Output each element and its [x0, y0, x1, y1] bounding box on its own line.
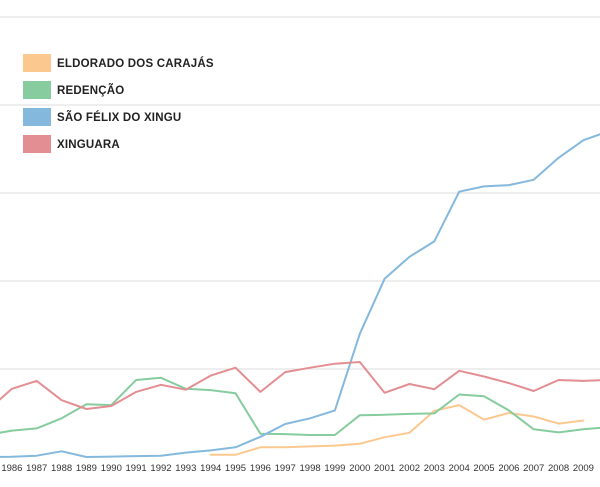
legend-item: SÃO FÉLIX DO XINGU [23, 108, 181, 126]
legend-swatch [23, 81, 51, 99]
x-tick-label: 2003 [424, 463, 445, 474]
legend-item: REDENÇÃO [23, 81, 124, 99]
x-tick-label: 2004 [449, 463, 470, 474]
legend: ELDORADO DOS CARAJÁS REDENÇÃO SÃO FÉLIX DO… [23, 54, 214, 153]
x-axis-ticks: 1986 1987 1988 1989 1990 1991 1992 1993 1994 1995… [1, 463, 594, 474]
x-tick-label: 1986 [1, 463, 22, 474]
x-tick-label: 1995 [225, 463, 246, 474]
x-tick-label: 2005 [473, 463, 494, 474]
x-tick-label: 1990 [101, 463, 122, 474]
legend-label: REDENÇÃO [57, 84, 124, 97]
x-tick-label: 1987 [26, 463, 47, 474]
x-tick-label: 2001 [374, 463, 395, 474]
x-tick-label: 2008 [548, 463, 569, 474]
x-tick-label: 1992 [150, 463, 171, 474]
legend-swatch [23, 108, 51, 126]
x-tick-label: 2006 [498, 463, 519, 474]
gridlines [0, 16, 600, 370]
x-tick-label: 1991 [126, 463, 147, 474]
x-tick-label: 1994 [200, 463, 221, 474]
x-tick-label: 1998 [300, 463, 321, 474]
series-line-2 [0, 133, 600, 458]
legend-label: SÃO FÉLIX DO XINGU [57, 111, 181, 124]
legend-swatch [23, 54, 51, 72]
legend-item: XINGUARA [23, 135, 120, 153]
x-tick-label: 1997 [275, 463, 296, 474]
x-tick-label: 1988 [51, 463, 72, 474]
x-tick-label: 2002 [399, 463, 420, 474]
legend-label: ELDORADO DOS CARAJÁS [57, 57, 214, 70]
x-tick-label: 1989 [76, 463, 97, 474]
x-tick-label: 2009 [573, 463, 594, 474]
series-lines [0, 133, 600, 458]
series-line-3 [0, 361, 600, 410]
x-tick-label: 2007 [523, 463, 544, 474]
legend-item: ELDORADO DOS CARAJÁS [23, 54, 214, 72]
legend-swatch [23, 135, 51, 153]
x-tick-label: 1999 [324, 463, 345, 474]
legend-label: XINGUARA [57, 139, 120, 151]
series-line-0 [209, 404, 585, 456]
x-tick-label: 2000 [349, 463, 370, 474]
x-tick-label: 1993 [175, 463, 196, 474]
x-tick-label: 1996 [250, 463, 271, 474]
series-line-1 [0, 376, 600, 436]
